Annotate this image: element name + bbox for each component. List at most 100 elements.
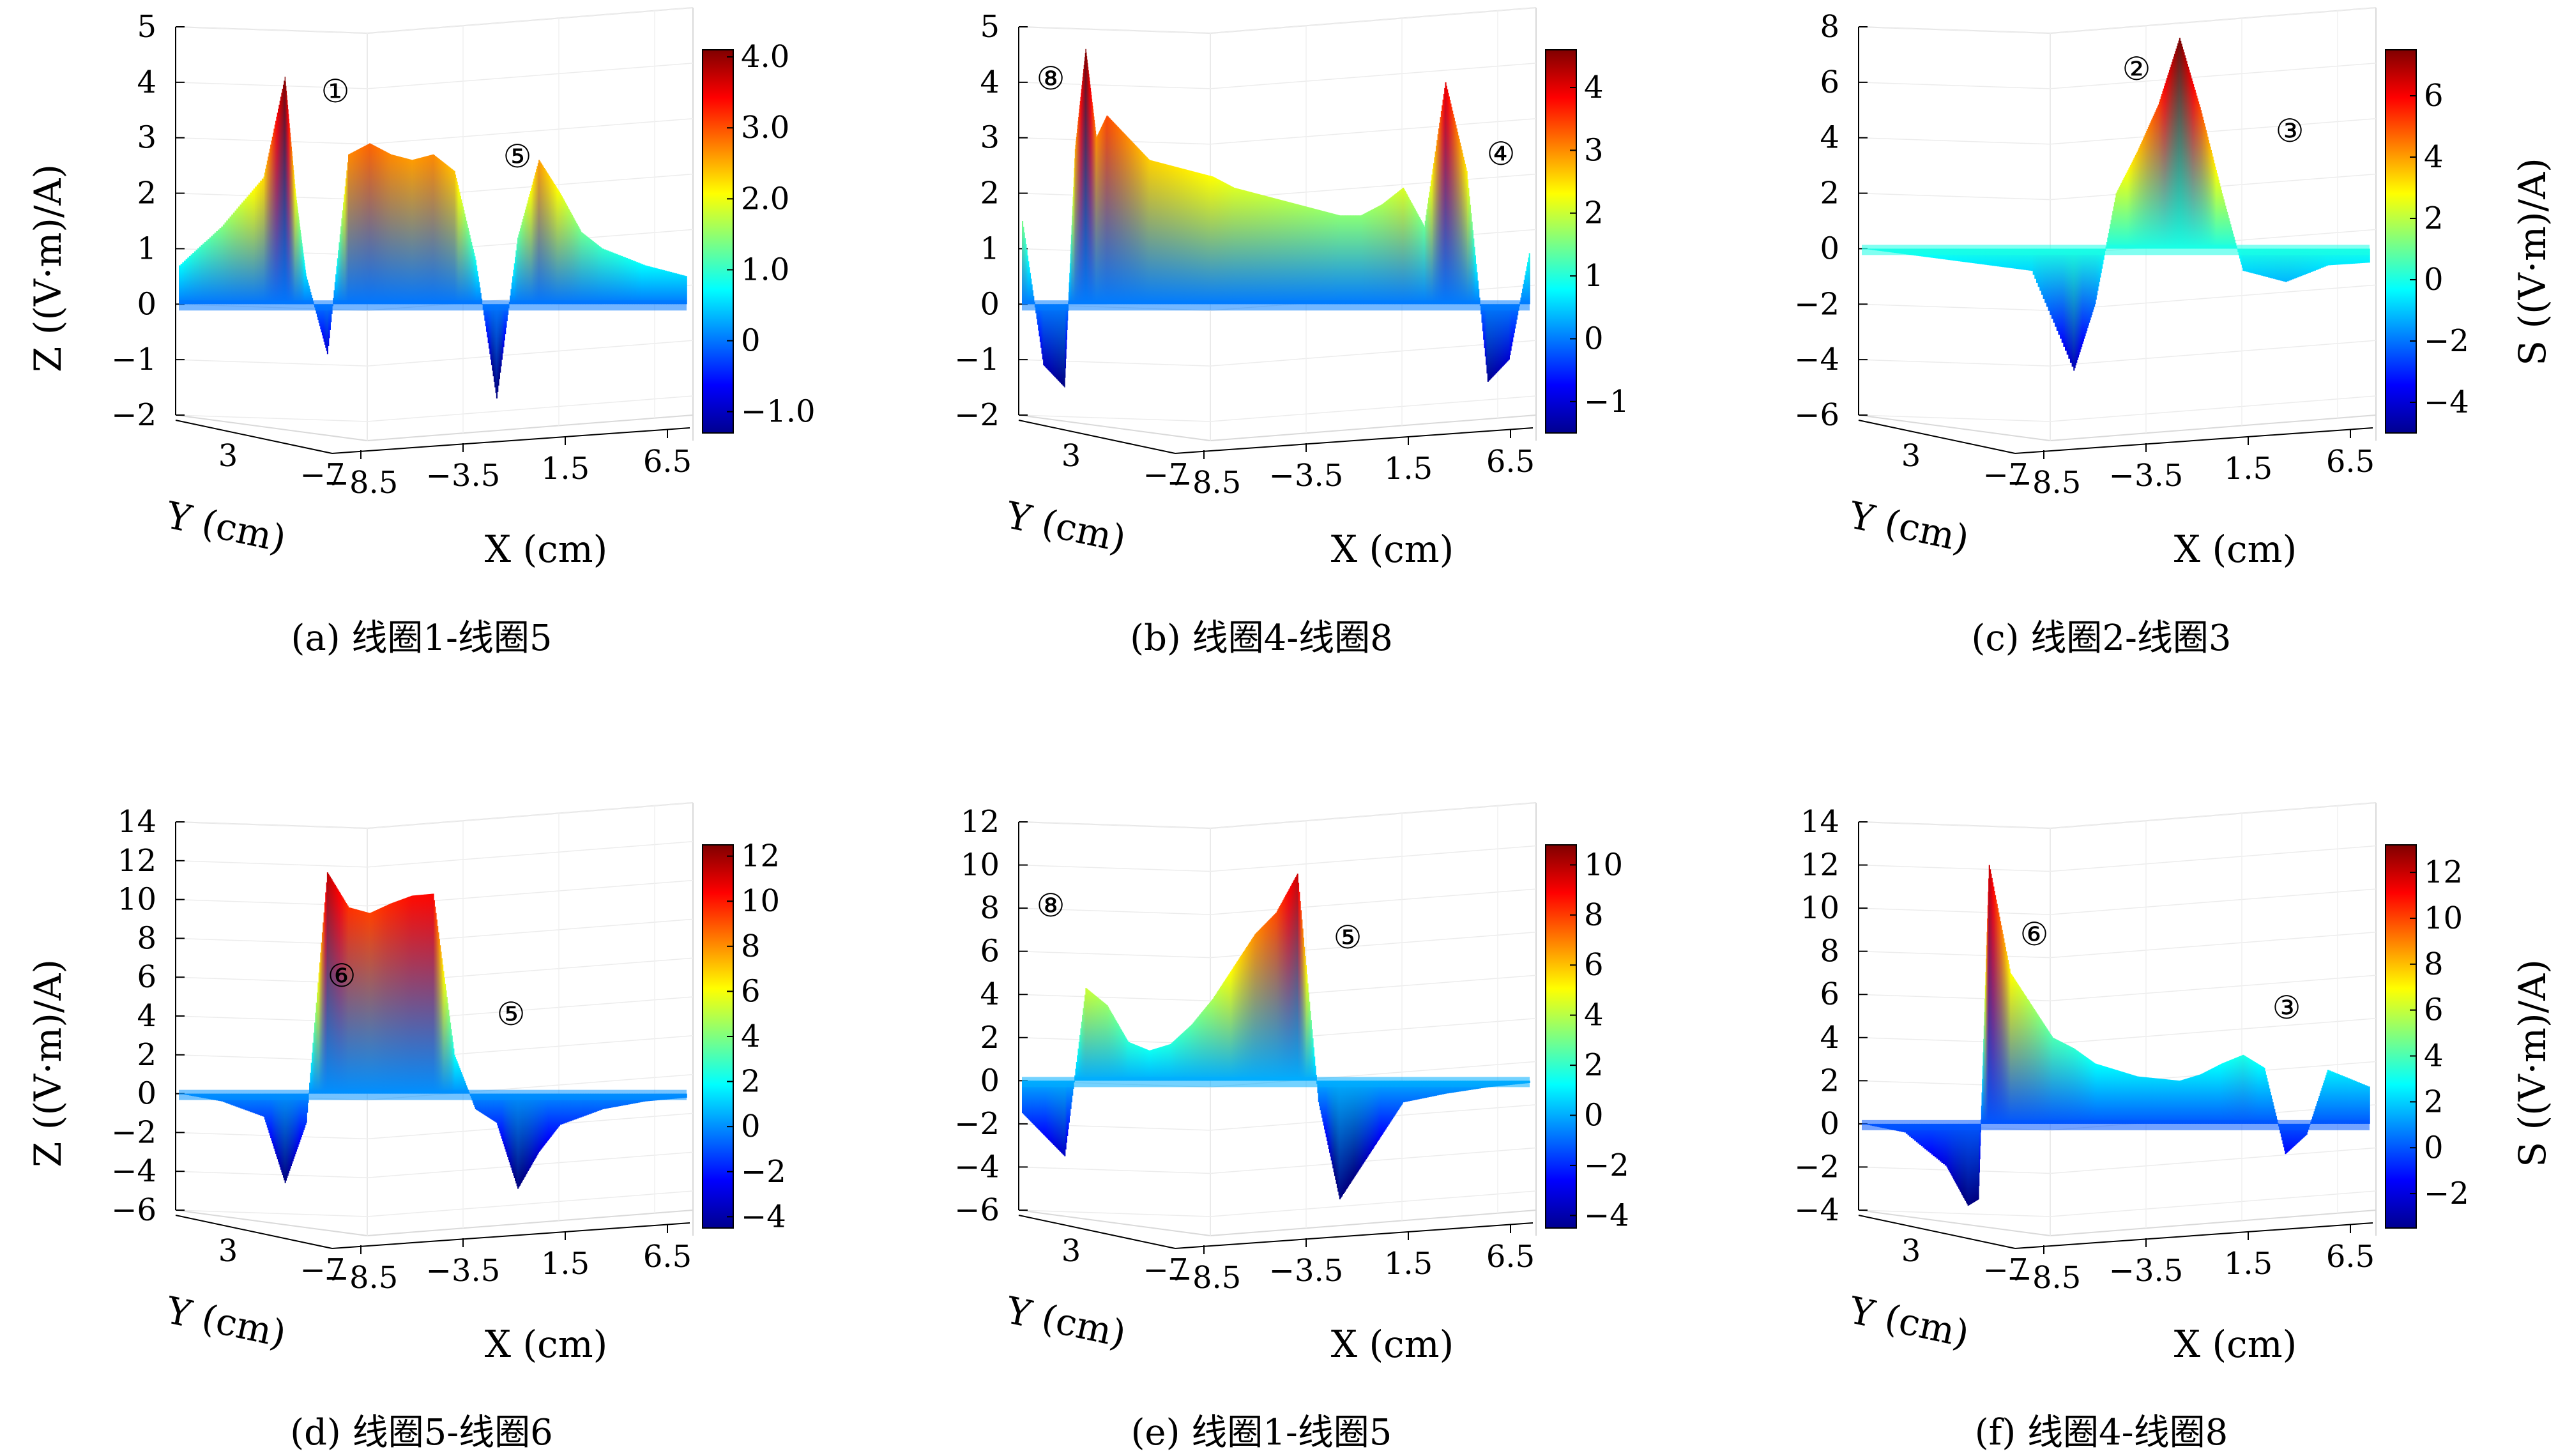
surface-strip-d-403 <box>565 1093 567 1123</box>
surface-strip-b-531 <box>1429 192 1431 305</box>
z-tick-label-a-1: 4 <box>137 64 156 100</box>
surface-strip-c-158 <box>2101 248 2103 269</box>
surface-strip-f-316 <box>2150 1077 2152 1124</box>
surface-strip-c-173 <box>2113 202 2115 249</box>
surface-strip-e-81 <box>1090 992 1092 1081</box>
surface-strip-c-370 <box>2318 248 2321 269</box>
surface-strip-f-271 <box>2112 1068 2114 1124</box>
surface-strip-f-329 <box>2161 1079 2163 1124</box>
surface-strip-d-163 <box>359 910 361 1094</box>
surface-strip-f-513 <box>2317 1101 2318 1124</box>
surface-strip-e-340 <box>1309 1010 1311 1081</box>
surface-strip-a-296 <box>450 168 452 305</box>
surface-strip-d-418 <box>590 1093 593 1114</box>
surface-strip-e-153 <box>1151 1049 1153 1081</box>
surface-strip-c-244 <box>2173 54 2176 249</box>
surface-strip-b-616 <box>1500 304 1503 368</box>
surface-strip-e-241 <box>1226 978 1228 1081</box>
surface-strip-c-333 <box>2256 248 2258 275</box>
surface-strip-b-364 <box>1288 202 1290 305</box>
surface-strip-a-325 <box>475 259 476 305</box>
surface-strip-b-426 <box>1340 215 1342 305</box>
surface-strip-a-498 <box>641 264 643 305</box>
surface-strip-a-254 <box>415 159 416 305</box>
surface-strip-b-283 <box>1219 180 1221 305</box>
surface-strip-a-282 <box>438 159 440 305</box>
surface-strip-b-631 <box>1513 304 1515 333</box>
surface-strip-d-414 <box>583 1093 586 1116</box>
x-tick-label-e-1: −3.5 <box>1269 1253 1344 1289</box>
surface-strip-e-204 <box>1194 1020 1196 1081</box>
surface-strip-e-2 <box>1023 1081 1025 1115</box>
surface-strip-e-224 <box>1211 999 1213 1081</box>
surface-strip-b-365 <box>1288 202 1290 305</box>
y-axis-line-a <box>175 420 333 454</box>
surface-strip-f-261 <box>2103 1066 2106 1124</box>
surface-strip-f-133 <box>1995 899 1997 1124</box>
surface-strip-d-67 <box>278 1093 280 1162</box>
surface-strip-a-22 <box>216 231 218 305</box>
surface-strip-f-488 <box>2295 1123 2297 1144</box>
caption-f: (f) 线圈4-线圈8 <box>1975 1412 2228 1453</box>
surface-strip-b-390 <box>1309 208 1311 305</box>
surface-strip-e-202 <box>1192 1022 1194 1081</box>
surface-strip-e-271 <box>1251 939 1253 1081</box>
surface-strip-c-276 <box>2201 113 2203 249</box>
surface-strip-b-297 <box>1231 186 1233 305</box>
surface-strip-f-381 <box>2205 1072 2207 1124</box>
surface-strip-a-300 <box>453 171 455 305</box>
surface-strip-d-128 <box>329 876 331 1094</box>
surface-strip-b-222 <box>1167 165 1169 305</box>
surface-strip-d-142 <box>341 896 343 1094</box>
z-tick-label-c-0: 8 <box>1820 9 1839 45</box>
surface-strip-b-256 <box>1196 172 1198 305</box>
surface-strip-a-182 <box>354 151 356 305</box>
surface-strip-e-35 <box>1051 1081 1053 1144</box>
surface-strip-d-381 <box>544 1093 545 1146</box>
surface-strip-e-41 <box>1056 1081 1058 1149</box>
surface-strip-f-420 <box>2238 1056 2240 1124</box>
surface-strip-e-390 <box>1351 1081 1353 1180</box>
surface-strip-a-26 <box>222 224 225 305</box>
surface-strip-a-342 <box>489 304 491 354</box>
surface-strip-b-254 <box>1194 172 1196 305</box>
surface-strip-d-241 <box>425 894 427 1094</box>
surface-strip-b-36 <box>1052 304 1054 375</box>
surface-strip-d-188 <box>380 907 382 1094</box>
surface-strip-c-369 <box>2317 248 2320 269</box>
y-tick-label-e-1: −7 <box>1143 1252 1189 1288</box>
surface-strip-b-369 <box>1291 202 1293 305</box>
z-gridline-left-c-2 <box>1858 137 2051 145</box>
surface-strip-c-88 <box>2011 248 2013 269</box>
surface-strip-b-474 <box>1380 204 1382 305</box>
surface-strip-a-8 <box>192 253 195 305</box>
surface-strip-c-358 <box>2298 248 2301 277</box>
surface-strip-b-497 <box>1400 190 1402 305</box>
surface-strip-d-69 <box>279 1093 281 1167</box>
surface-strip-e-274 <box>1254 935 1256 1081</box>
colorbar-tick-label-a-2: 2.0 <box>741 181 789 216</box>
surface-strip-f-399 <box>2220 1063 2222 1124</box>
surface-strip-f-68 <box>1961 1123 1963 1195</box>
surface-strip-e-374 <box>1338 1081 1340 1196</box>
surface-strip-e-113 <box>1117 1024 1119 1081</box>
z-tick-label-b-3: 2 <box>980 176 1000 211</box>
surface-strip-c-257 <box>2185 57 2187 249</box>
surface-strip-a-177 <box>349 153 351 305</box>
surface-strip-b-22 <box>1040 304 1042 348</box>
z-tick-label-d-7: 0 <box>137 1076 156 1112</box>
surface-strip-c-79 <box>1995 248 1998 266</box>
surface-strip-d-44 <box>253 1093 256 1114</box>
surface-strip-b-181 <box>1132 143 1134 305</box>
surface-strip-d-377 <box>540 1093 542 1150</box>
surface-strip-c-396 <box>2363 248 2365 263</box>
surface-strip-d-394 <box>554 1093 556 1132</box>
surface-strip-c-280 <box>2204 126 2206 249</box>
x-tick-label-e-2: 1.5 <box>1384 1246 1433 1282</box>
colorbar-tick-label-e-4: 2 <box>1584 1047 1604 1083</box>
surface-strip-b-184 <box>1135 146 1137 305</box>
surface-strip-b-352 <box>1277 199 1279 305</box>
surface-strip-f-324 <box>2157 1078 2159 1124</box>
surface-strip-f-292 <box>2130 1074 2132 1124</box>
